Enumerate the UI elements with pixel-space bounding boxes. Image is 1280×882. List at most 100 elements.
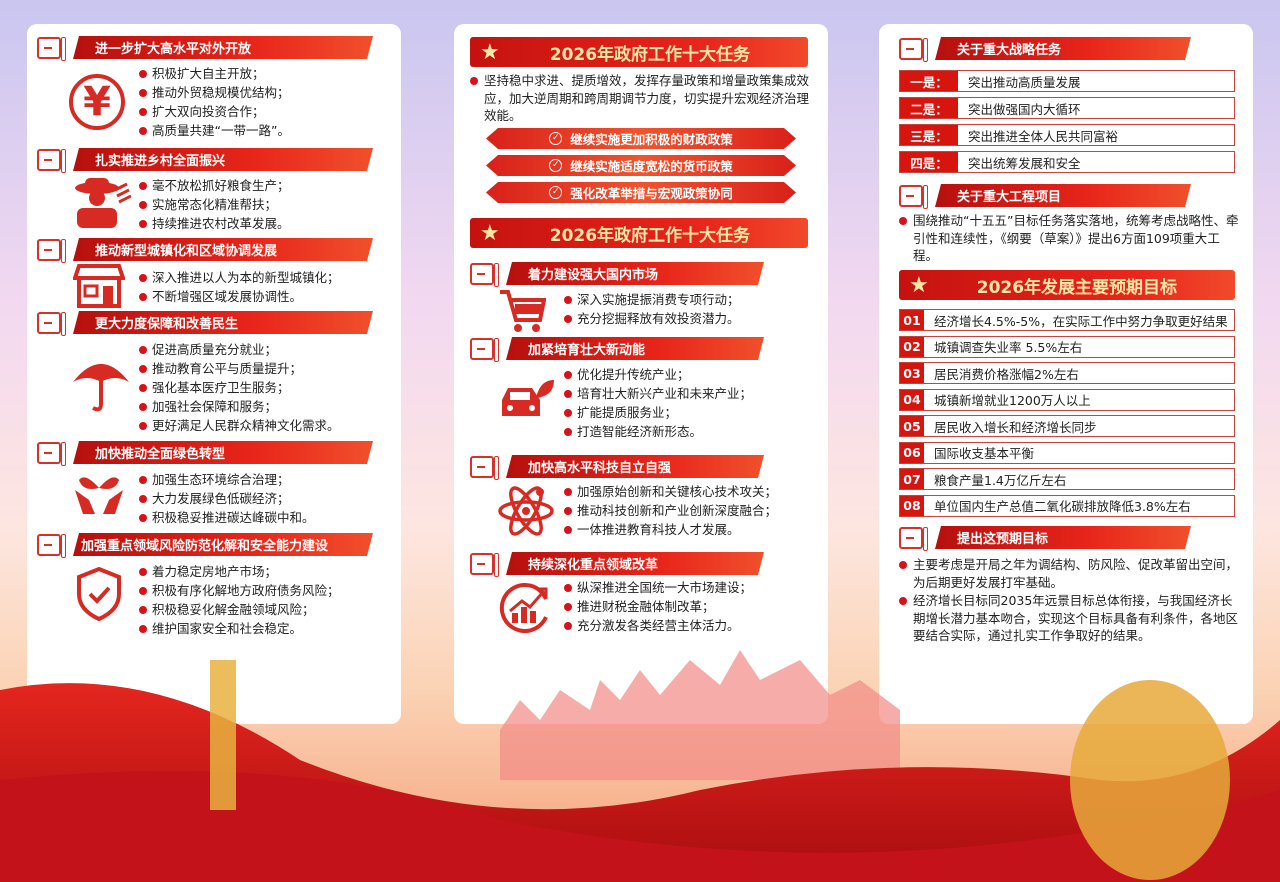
umbrella-icon xyxy=(73,364,129,412)
list-item: 一体推进教育科技人才发展。 xyxy=(564,520,777,539)
left-panel: 进一步扩大高水平对外开放 ¥ 积极扩大自主开放； 推动外贸稳规模优结构； 扩大双向投… xyxy=(27,24,401,724)
list-item: 充分激发各类经营主体活力。 xyxy=(564,616,752,635)
list-item: 扩能提质服务业； xyxy=(564,403,752,422)
list-item: 加强生态环境综合治理； xyxy=(139,470,315,489)
goal-row: 03 居民消费价格涨幅2%左右 xyxy=(899,362,1235,384)
strategic-row: 四是： 突出统筹发展和安全 xyxy=(899,151,1235,173)
book-icon xyxy=(37,36,66,61)
check-circle-icon: ✓ xyxy=(549,186,562,199)
list-item: 实施常态化精准帮扶； xyxy=(139,195,290,214)
section-title: 更大力度保障和改善民生 xyxy=(73,311,373,334)
hands-sprout-icon xyxy=(75,477,123,514)
check-circle-icon: ✓ xyxy=(549,159,562,172)
goal-row: 07 粮食产量1.4万亿斤左右 xyxy=(899,468,1235,490)
green-car-icon xyxy=(502,380,554,416)
book-icon xyxy=(470,337,499,362)
strategic-text: 突出推动高质量发展 xyxy=(968,74,1081,90)
policy-banner: ✓ 继续实施适度宽松的货币政策 xyxy=(486,155,796,176)
book-icon xyxy=(899,526,928,551)
section-title: 进一步扩大高水平对外开放 xyxy=(73,36,373,59)
goal-text: 居民消费价格涨幅2%左右 xyxy=(934,366,1079,382)
list-item: 大力发展绿色低碳经济； xyxy=(139,489,315,508)
list-item: 高质量共建“一带一路”。 xyxy=(139,121,290,140)
strategic-text: 突出统筹发展和安全 xyxy=(968,155,1081,171)
strategic-label: 二是： xyxy=(900,98,958,118)
goal-text: 经济增长4.5%-5%，在实际工作中努力争取更好结果 xyxy=(934,313,1228,329)
list-item: 推动外贸稳规模优结构； xyxy=(139,83,290,102)
house-icon xyxy=(73,264,125,308)
golden-lion-statue xyxy=(1070,680,1230,880)
list-item: 深入实施提振消费专项行动； xyxy=(564,290,740,309)
bullet-list: 着力稳定房地产市场； 积极有序化解地方政府债务风险； 积极稳妥化解金融领域风险； 维护… xyxy=(139,562,340,638)
list-item: 积极稳妥化解金融领域风险； xyxy=(139,600,340,619)
book-icon xyxy=(470,552,499,577)
goal-number: 04 xyxy=(900,389,924,410)
section-header: 持续深化重点领域改革 xyxy=(470,552,764,577)
goal-text: 城镇调查失业率 5.5%左右 xyxy=(934,340,1083,355)
main-header-title: 2026年政府工作十大任务 xyxy=(549,225,751,246)
list-item: 扩大双向投资合作； xyxy=(139,102,290,121)
bullet-list: 深入实施提振消费专项行动； 充分挖掘释放有效投资潜力。 xyxy=(564,290,740,328)
strategic-label: 三是： xyxy=(900,125,958,145)
bullet-list: 优化提升传统产业； 培育壮大新兴产业和未来产业； 扩能提质服务业； 打造智能经济新形态… xyxy=(564,365,752,441)
goal-number: 03 xyxy=(900,363,924,383)
city-skyline xyxy=(500,650,900,780)
section-title: 着力建设强大国内市场 xyxy=(506,262,764,285)
book-icon xyxy=(37,238,66,263)
check-circle-icon: ✓ xyxy=(549,132,562,145)
section-title: 扎实推进乡村全面振兴 xyxy=(73,148,373,171)
list-item: 着力稳定房地产市场； xyxy=(139,562,340,581)
book-icon xyxy=(37,148,66,173)
list-item: 优化提升传统产业； xyxy=(564,365,752,384)
section-header: 更大力度保障和改善民生 xyxy=(37,311,373,336)
goal-row: 05 居民收入增长和经济增长同步 xyxy=(899,415,1235,437)
goals-header-title: 2026年发展主要预期目标 xyxy=(976,277,1178,298)
shopping-cart-icon xyxy=(500,290,546,332)
section-header: 扎实推进乡村全面振兴 xyxy=(37,148,373,173)
shield-check-icon xyxy=(77,566,121,622)
list-item: 持续推进农村改革发展。 xyxy=(139,214,290,233)
section-header: 加快高水平科技自立自强 xyxy=(470,455,764,480)
goal-text: 居民收入增长和经济增长同步 xyxy=(934,419,1097,435)
policy-text: 继续实施适度宽松的货币政策 xyxy=(570,159,733,174)
section-title: 关于重大战略任务 xyxy=(935,37,1191,60)
section-header: 加紧培育壮大新动能 xyxy=(470,337,764,362)
goal-number: 06 xyxy=(900,442,924,463)
farmer-icon xyxy=(75,178,131,228)
book-icon xyxy=(37,311,66,336)
list-item: 强化基本医疗卫生服务； xyxy=(139,378,340,397)
section-title: 加紧培育壮大新动能 xyxy=(506,337,764,360)
list-item: 推动教育公平与质量提升； xyxy=(139,359,340,378)
goal-number: 01 xyxy=(900,310,924,330)
goal-text: 单位国内生产总值二氧化碳排放降低3.8%左右 xyxy=(934,499,1191,514)
list-item: 深入推进以人为本的新型城镇化； xyxy=(139,268,340,287)
section-title: 关于重大工程项目 xyxy=(935,184,1191,207)
goal-number: 05 xyxy=(900,416,924,436)
strategic-label: 一是： xyxy=(900,71,958,91)
bullet-list: 深入推进以人为本的新型城镇化； 不断增强区域发展协调性。 xyxy=(139,268,340,306)
section-title: 持续深化重点领域改革 xyxy=(506,552,764,575)
section-header: 加强重点领域风险防范化解和安全能力建设 xyxy=(37,533,373,558)
strategic-text: 突出推进全体人民共同富裕 xyxy=(968,128,1119,144)
strategic-row: 一是： 突出推动高质量发展 xyxy=(899,70,1235,92)
section-title: 推动新型城镇化和区域协调发展 xyxy=(73,238,373,261)
goal-text: 城镇新增就业1200万人以上 xyxy=(934,393,1091,408)
goal-row: 06 国际收支基本平衡 xyxy=(899,441,1235,464)
section-header: 进一步扩大高水平对外开放 xyxy=(37,36,373,61)
book-icon xyxy=(470,262,499,287)
strategic-text: 突出做强国内大循环 xyxy=(968,101,1081,117)
intro-paragraph: 坚持稳中求进、提质增效，发挥存量政策和增量政策集成效应，加大逆周期和跨周期调节力… xyxy=(470,72,810,125)
goal-number: 08 xyxy=(900,495,924,516)
list-item: 积极有序化解地方政府债务风险； xyxy=(139,581,340,600)
goals-header: ★ 2026年发展主要预期目标 xyxy=(899,270,1235,300)
yuan-exchange-icon: ¥ xyxy=(69,74,125,130)
middle-panel: ★ 2026年政府工作十大任务 坚持稳中求进、提质增效，发挥存量政策和增量政策集成… xyxy=(454,24,828,724)
list-item: 积极扩大自主开放； xyxy=(139,64,290,83)
huabiao-pillar xyxy=(210,660,236,810)
strategic-row: 三是： 突出推进全体人民共同富裕 xyxy=(899,124,1235,146)
book-icon xyxy=(37,441,66,466)
strategic-row: 二是： 突出做强国内大循环 xyxy=(899,97,1235,119)
right-panel: 关于重大战略任务 一是： 突出推动高质量发展 二是： 突出做强国内大循环 三是： 突出… xyxy=(879,24,1253,724)
list-item: 充分挖掘释放有效投资潜力。 xyxy=(564,309,740,328)
bullet-list: 毫不放松抓好粮食生产； 实施常态化精准帮扶； 持续推进农村改革发展。 xyxy=(139,176,290,233)
